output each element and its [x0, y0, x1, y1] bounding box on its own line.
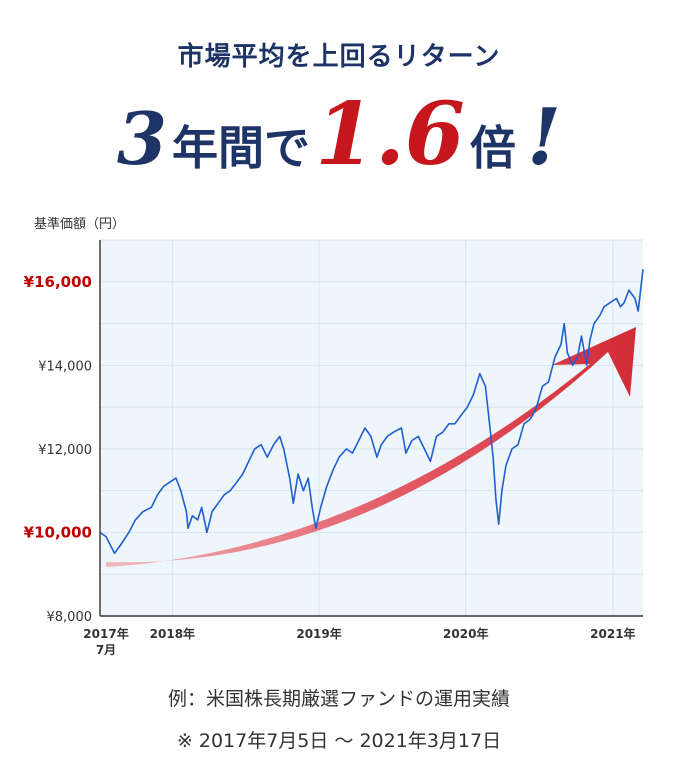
footnote-fund: 例：米国株長期厳選ファンドの運用実績: [167, 688, 510, 710]
axes: [99, 240, 643, 617]
series-group: [99, 269, 644, 555]
headline-multiplier: 1.6: [315, 84, 465, 185]
x-tick-label: 2019年: [296, 626, 341, 641]
headline-years-unit: 年間で: [172, 121, 311, 175]
y-tick-labels: ¥8,000 ¥10,000 ¥12,000 ¥14,000 ¥16,000: [24, 273, 92, 625]
headline-exclamation: !: [526, 92, 562, 183]
headline-multiplier-unit: 倍: [469, 121, 516, 175]
plot-area: [100, 240, 643, 616]
footnote-period: ※ 2017年7月5日 〜 2021年3月17日: [176, 730, 502, 752]
y-tick-label: ¥16,000: [24, 273, 92, 291]
line-chart: 基準価額（円） ¥8,000 ¥10,000 ¥12,000 ¥14,000 ¥16,0…: [24, 216, 644, 657]
x-tick-label: 2017年: [83, 626, 128, 641]
headline: 3 年間で 1.6 倍 !: [0, 84, 678, 185]
trend-arrow-shape: [106, 327, 636, 567]
y-tick-label: ¥10,000: [24, 523, 92, 541]
x-tick-label: 2018年: [150, 626, 195, 641]
trend-arrow: [106, 327, 636, 567]
subtitle: 市場平均を上回るリターン: [177, 42, 501, 72]
x-tick-label: 2021年: [590, 626, 635, 641]
y-tick-label: ¥14,000: [38, 359, 92, 374]
x-tick-labels: 2017年 7月 2018年 2019年 2020年 2021年: [83, 626, 635, 657]
series-line-0: [99, 269, 644, 555]
headline-years-number: 3: [116, 96, 167, 181]
x-tick-label: 2020年: [443, 626, 488, 641]
y-tick-label: ¥8,000: [47, 610, 93, 625]
y-axis-label: 基準価額（円）: [34, 216, 125, 232]
y-tick-label: ¥12,000: [38, 443, 92, 458]
x-tick-sublabel: 7月: [96, 643, 116, 657]
